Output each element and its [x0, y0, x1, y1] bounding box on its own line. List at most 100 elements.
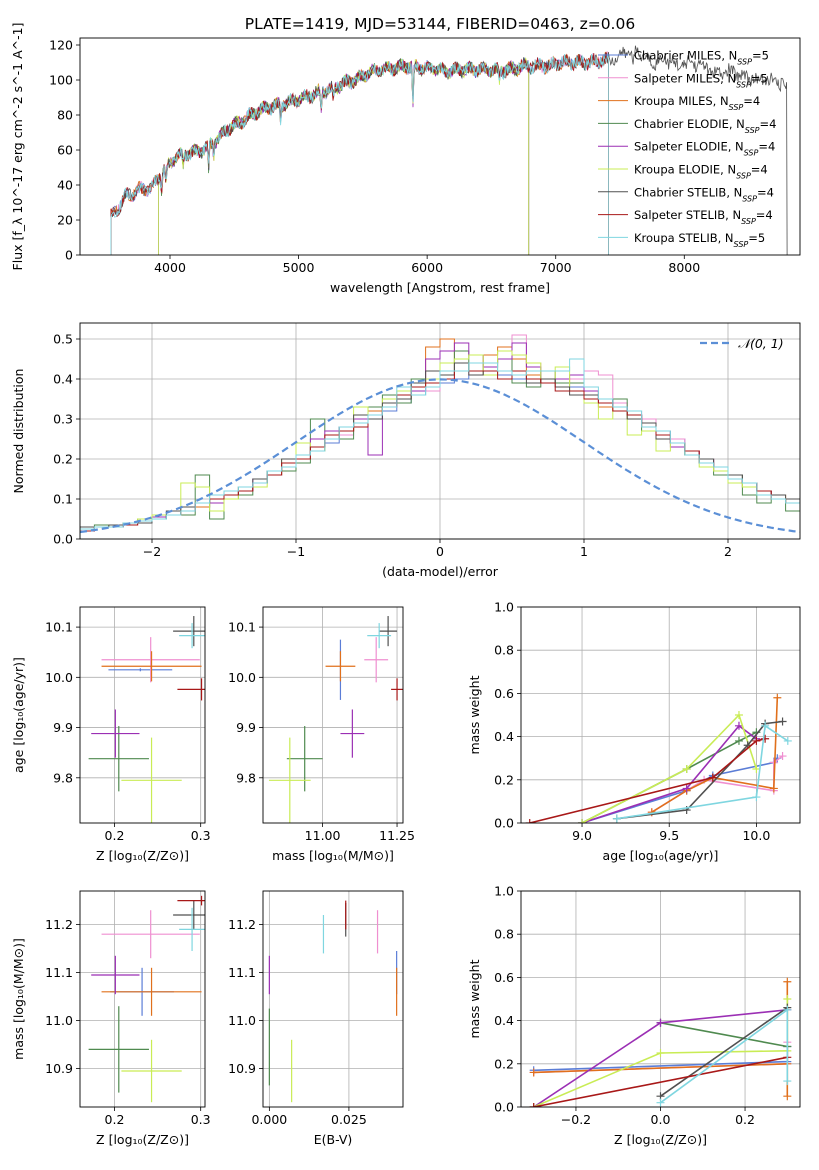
y-tick-label: 40 — [57, 178, 73, 193]
y-tick-label: 0.2 — [494, 772, 514, 787]
age_vs_Z-panel: 0.2 0.3 9.8 9.9 10.0 10.1 Z [log₁₀(Z/Z⊙)] age [… — [11, 606, 211, 863]
spectrum-line-kroupa-elodie — [158, 57, 530, 255]
weight-line-salpeter-stelib — [529, 738, 766, 823]
legend-label: Salpeter STELIB, NSSP=4 — [634, 208, 773, 226]
y-tick-label: 1.0 — [494, 600, 514, 615]
legend-label: Kroupa MILES, NSSP=4 — [634, 94, 760, 112]
weight-marker — [761, 721, 770, 730]
legend-label: Kroupa ELODIE, NSSP=4 — [634, 163, 768, 181]
weight-line-chabrier-stelib — [660, 1006, 788, 1097]
x-tick-label: 9.0 — [572, 828, 592, 843]
mass_vs_ebv-panel: 0.000 0.025 10.9 11.0 11.1 11.2 E(B-V) — [228, 890, 404, 1147]
x-tick-label: 5000 — [283, 260, 315, 275]
y-tick-label: 100 — [49, 73, 73, 88]
y-tick-label: 10.1 — [228, 620, 256, 635]
weight-marker — [682, 784, 691, 793]
legend-subscript: SSP — [742, 194, 757, 203]
weight-marker — [783, 995, 792, 1003]
axes-frame — [520, 606, 801, 824]
x-tick-label: 0.025 — [331, 1112, 367, 1127]
figure-title: PLATE=1419, MJD=53144, FIBERID=0463, z=0… — [245, 15, 635, 33]
histogram-chabrier-stelib — [80, 362, 800, 539]
x-axis-label: (data-model)/error — [382, 564, 499, 579]
weight-marker — [778, 752, 787, 761]
x-tick-label: 7000 — [540, 260, 572, 275]
x-tick-label: −0.2 — [561, 1112, 591, 1127]
y-tick-label: 10.0 — [45, 670, 73, 685]
axes-frame — [79, 890, 206, 1108]
x-tick-label: 0.0 — [651, 1112, 671, 1127]
weight-marker — [529, 1068, 538, 1077]
legend-subscript: SSP — [734, 239, 749, 248]
y-tick-label: 0.6 — [494, 686, 514, 701]
x-axis-label: Z [log₁₀(Z/Z⊙)] — [96, 1132, 189, 1147]
x-axis-label: age [log₁₀(age/yr)] — [603, 848, 719, 863]
x-tick-label: 0 — [436, 544, 444, 559]
x-tick-label: 1 — [580, 544, 588, 559]
residuals-plot-area — [80, 334, 800, 539]
weight-marker — [761, 734, 770, 743]
weight-marker — [769, 758, 778, 767]
x-tick-label: 10.0 — [742, 828, 770, 843]
y-tick-label: 10.9 — [228, 1061, 256, 1076]
weight_vs_age-panel: 9.0 9.5 10.0 0.0 0.2 0.4 0.6 0.8 1.0 age [log₁₀(a… — [467, 600, 801, 863]
weight-marker — [752, 736, 761, 745]
legend-suffix: =4 — [757, 185, 774, 199]
y-tick-label: 11.0 — [228, 1013, 256, 1028]
legend-suffix: =4 — [751, 163, 768, 177]
legend-subscript: SSP — [737, 57, 752, 66]
legend-label: Salpeter ELODIE, NSSP=4 — [634, 140, 775, 158]
mass_vs_Z-plot-area — [88, 895, 205, 1103]
x-tick-label: 0.000 — [251, 1112, 287, 1127]
y-tick-label: 11.0 — [45, 1013, 73, 1028]
legend-label: Chabrier MILES, NSSP=5 — [634, 49, 769, 67]
x-tick-label: 0.3 — [191, 1112, 211, 1127]
weight-marker — [783, 977, 792, 986]
weight-marker — [682, 765, 691, 773]
y-tick-label: 0.2 — [494, 1056, 514, 1071]
y-tick-label: 9.8 — [53, 770, 73, 785]
weight-marker — [773, 693, 782, 702]
y-tick-label: 11.2 — [228, 917, 256, 932]
legend-suffix: =5 — [751, 71, 768, 85]
legend-subscript: SSP — [741, 217, 756, 226]
axes-frame — [79, 606, 206, 824]
y-tick-label: 0.2 — [53, 452, 73, 467]
y-tick-label: 0.3 — [53, 412, 73, 427]
legend-suffix: =4 — [756, 208, 773, 222]
histogram-salpeter-elodie — [80, 342, 800, 539]
y-tick-label: 9.9 — [236, 720, 256, 735]
legend-suffix: =4 — [743, 94, 760, 108]
y-tick-label: 11.2 — [45, 917, 73, 932]
legend-label: Salpeter MILES, NSSP=5 — [634, 71, 768, 89]
weight_vs_age-plot-area — [525, 693, 792, 823]
weight-line-salpeter-elodie — [581, 724, 757, 823]
weight-marker — [656, 1049, 665, 1057]
legend-suffix: =4 — [758, 140, 775, 154]
x-tick-label: 0.2 — [105, 1112, 125, 1127]
histogram-kroupa-stelib — [80, 358, 800, 539]
y-tick-label: 10.0 — [228, 670, 256, 685]
x-tick-label: 4000 — [154, 260, 186, 275]
weight-marker — [656, 1018, 665, 1027]
weight-marker — [578, 819, 587, 823]
y-tick-label: 0.0 — [494, 816, 514, 831]
panels: 4000 5000 6000 7000 8000020406080100120wavel… — [10, 23, 801, 1147]
spectrum-line-chabrier-elodie — [158, 58, 530, 255]
x-tick-label: −1 — [287, 544, 305, 559]
y-tick-label: 20 — [57, 213, 73, 228]
y-tick-label: 0.4 — [494, 729, 514, 744]
x-tick-label: 11.25 — [379, 828, 415, 843]
y-axis-label: Flux [f_λ 10^-17 erg cm^-2 s^-1 A^-1] — [10, 23, 25, 271]
weight-marker — [708, 773, 717, 782]
weight-line-salpeter-stelib — [533, 1056, 788, 1107]
y-tick-label: 11.1 — [45, 965, 73, 980]
age_vs_Z-plot-area — [88, 616, 205, 823]
weight-line-chabrier-elodie — [660, 1022, 788, 1048]
x-axis-label: mass [log₁₀(M/M⊙)] — [272, 848, 394, 863]
histogram-chabrier-miles — [80, 370, 800, 539]
y-tick-label: 0.8 — [494, 643, 514, 658]
y-axis-label: age [log₁₀(age/yr)] — [11, 657, 26, 773]
legend-subscript: SSP — [744, 148, 759, 157]
